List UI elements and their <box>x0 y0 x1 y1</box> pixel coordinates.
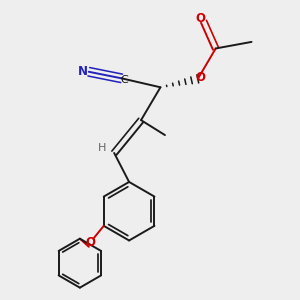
Text: O: O <box>196 71 206 84</box>
Text: C: C <box>120 75 128 85</box>
Text: H: H <box>98 142 106 153</box>
Text: O: O <box>85 236 95 249</box>
Text: N: N <box>78 65 88 78</box>
Text: O: O <box>195 12 205 25</box>
